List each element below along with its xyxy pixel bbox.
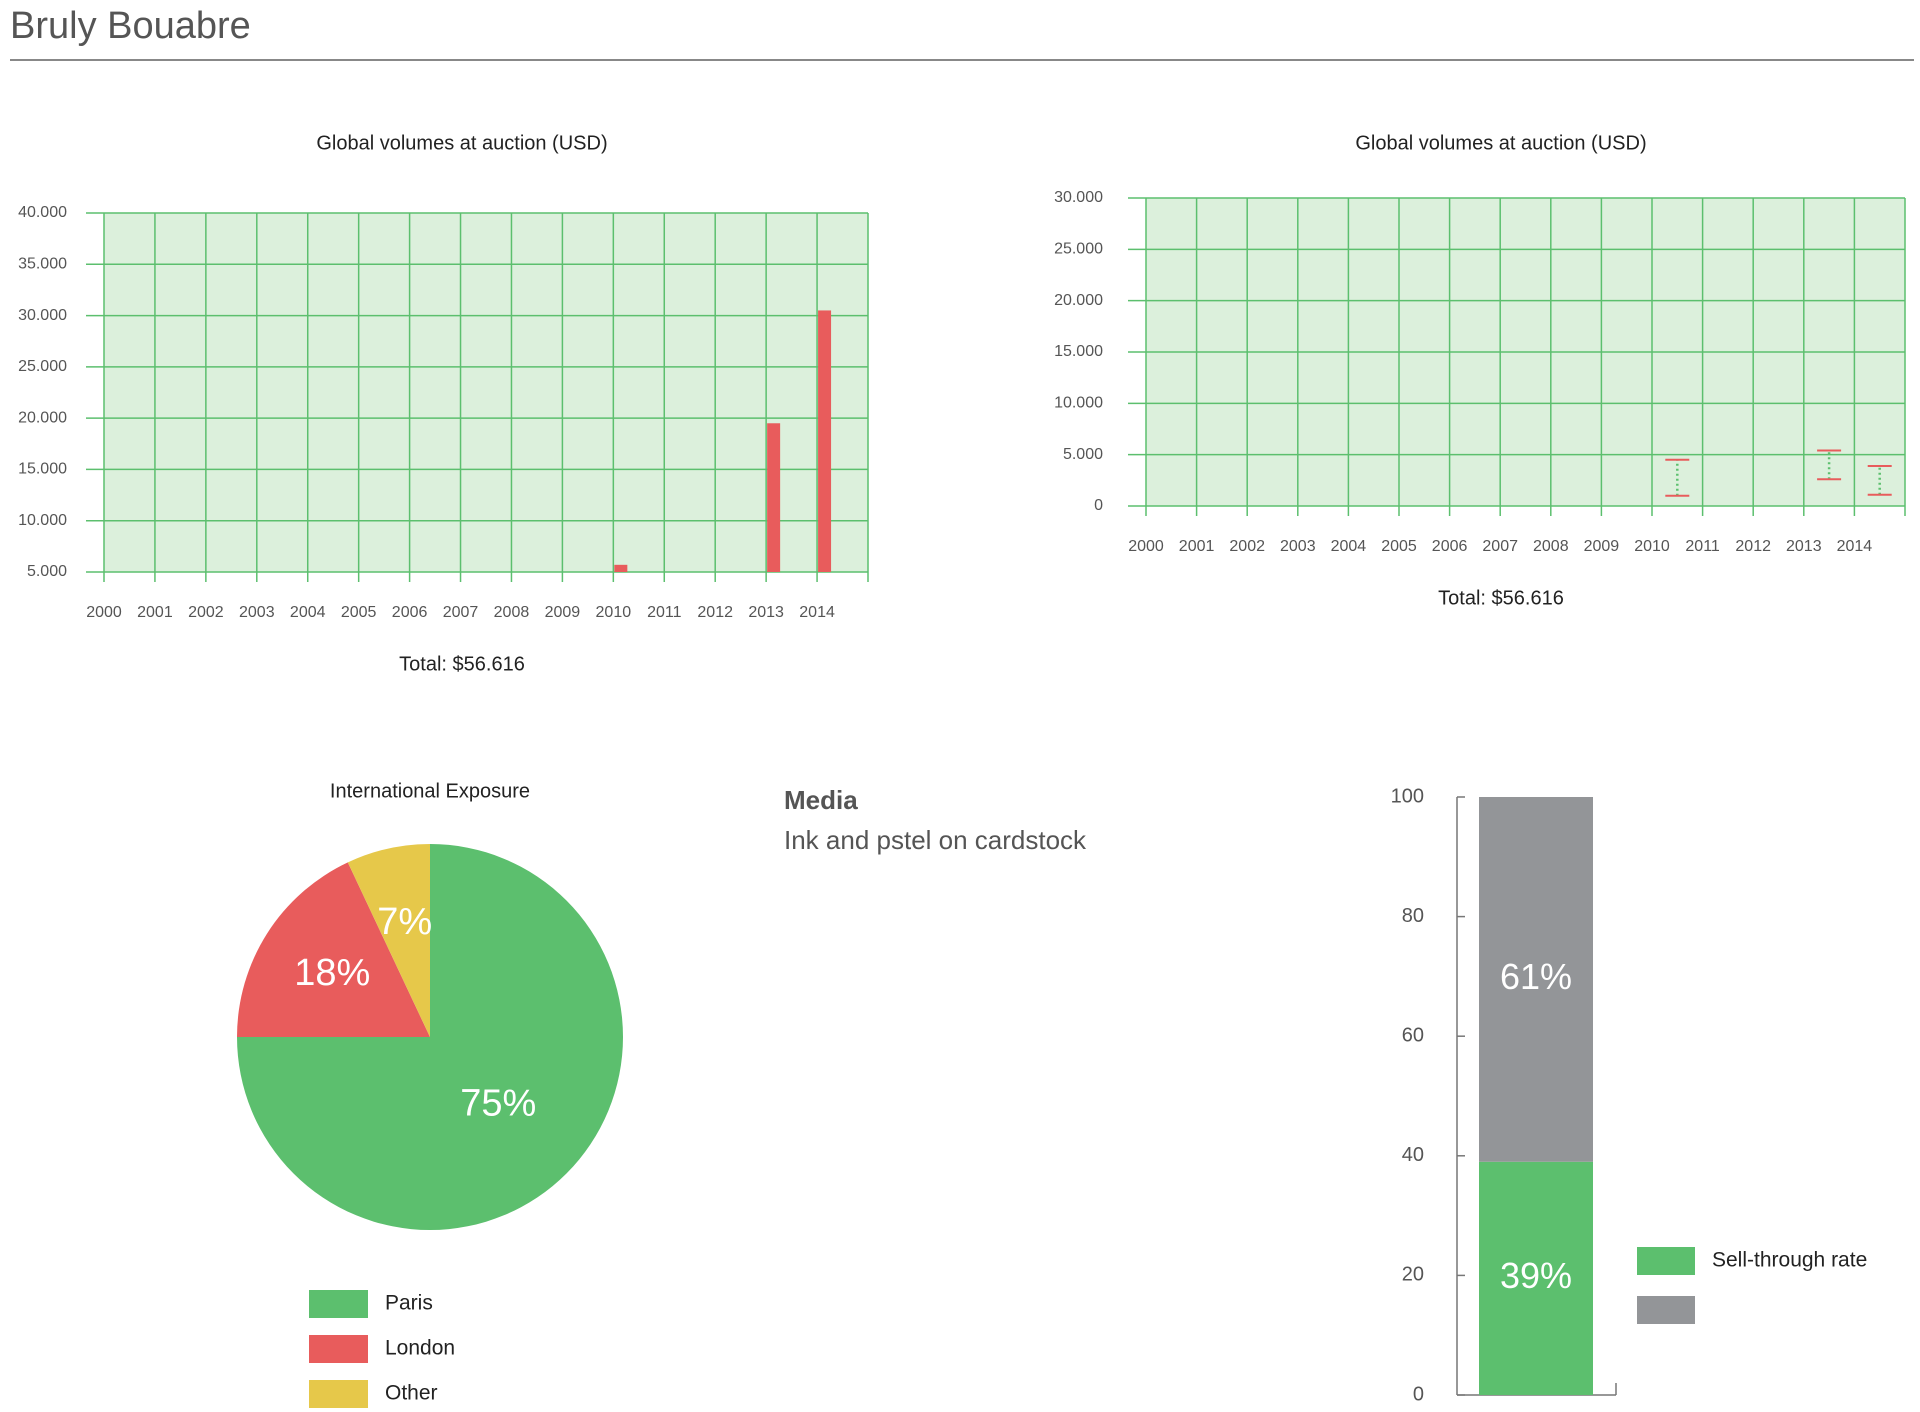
x-tick-label: 2013 bbox=[1786, 538, 1822, 555]
y-tick-label: 20 bbox=[1402, 1264, 1424, 1286]
media-text: Ink and pstel on cardstock bbox=[784, 825, 1087, 855]
page-title: Bruly Bouabre bbox=[10, 5, 251, 47]
x-tick-label: 2011 bbox=[647, 604, 682, 621]
y-tick-label: 40.000 bbox=[18, 204, 67, 221]
pie-label: 75% bbox=[460, 1082, 536, 1124]
y-tick-label: 20.000 bbox=[1054, 292, 1103, 309]
x-tick-label: 2009 bbox=[545, 604, 581, 621]
x-tick-label: 2000 bbox=[86, 604, 122, 621]
x-tick-label: 2004 bbox=[1331, 538, 1367, 555]
y-tick-label: 10.000 bbox=[18, 512, 67, 529]
y-tick-label: 20.000 bbox=[18, 409, 67, 426]
y-tick-label: 5.000 bbox=[1063, 446, 1103, 463]
x-tick-label: 2012 bbox=[1735, 538, 1771, 555]
x-tick-label: 2002 bbox=[188, 604, 224, 621]
x-tick-label: 2009 bbox=[1584, 538, 1620, 555]
chart-total: Total: $56.616 bbox=[399, 653, 525, 675]
legend-swatch bbox=[309, 1335, 368, 1363]
x-tick-label: 2005 bbox=[1381, 538, 1417, 555]
y-tick-label: 40 bbox=[1402, 1144, 1424, 1166]
plot-area bbox=[104, 213, 868, 572]
chart-title: Global volumes at auction (USD) bbox=[1355, 132, 1646, 154]
x-tick-label: 2007 bbox=[1482, 538, 1518, 555]
y-tick-label: 15.000 bbox=[18, 461, 67, 478]
x-tick-label: 2008 bbox=[1533, 538, 1569, 555]
bar-label: 39% bbox=[1500, 1255, 1572, 1296]
x-tick-label: 2011 bbox=[1685, 538, 1720, 555]
y-tick-label: 25.000 bbox=[1054, 241, 1103, 258]
x-tick-label: 2008 bbox=[494, 604, 530, 621]
x-tick-label: 2006 bbox=[1432, 538, 1468, 555]
legend-label: Sell-through rate bbox=[1712, 1249, 1867, 1272]
x-tick-label: 2003 bbox=[1280, 538, 1316, 555]
x-tick-label: 2006 bbox=[392, 604, 428, 621]
x-tick-label: 2013 bbox=[748, 604, 784, 621]
legend-label: Paris bbox=[385, 1292, 433, 1315]
y-tick-label: 0 bbox=[1094, 497, 1103, 514]
x-tick-label: 2010 bbox=[596, 604, 632, 621]
bar-label: 61% bbox=[1500, 956, 1572, 997]
legend-swatch bbox=[1637, 1296, 1695, 1324]
legend-label: Other bbox=[385, 1382, 438, 1405]
x-tick-label: 2014 bbox=[1837, 538, 1873, 555]
bar-segment bbox=[1479, 797, 1593, 1162]
y-tick-label: 60 bbox=[1402, 1024, 1424, 1046]
pie-slice bbox=[347, 844, 430, 1037]
legend-swatch bbox=[1637, 1247, 1695, 1275]
pie-slice bbox=[237, 862, 430, 1037]
pie-label: 7% bbox=[377, 901, 432, 943]
y-tick-label: 25.000 bbox=[18, 358, 67, 375]
x-tick-label: 2002 bbox=[1229, 538, 1265, 555]
x-tick-label: 2001 bbox=[137, 604, 173, 621]
bar bbox=[614, 564, 628, 572]
media-heading: Media bbox=[784, 785, 858, 815]
chart-total: Total: $56.616 bbox=[1438, 587, 1564, 609]
x-tick-label: 2004 bbox=[290, 604, 326, 621]
x-tick-label: 2014 bbox=[799, 604, 835, 621]
bar bbox=[767, 423, 781, 572]
legend-swatch bbox=[309, 1290, 368, 1318]
y-tick-label: 30.000 bbox=[1054, 189, 1103, 206]
x-tick-label: 2007 bbox=[443, 604, 479, 621]
bar bbox=[818, 310, 832, 572]
legend-swatch bbox=[309, 1380, 368, 1408]
y-tick-label: 0 bbox=[1413, 1383, 1424, 1405]
chart-title: Global volumes at auction (USD) bbox=[316, 132, 607, 154]
y-tick-label: 30.000 bbox=[18, 307, 67, 324]
x-tick-label: 2000 bbox=[1128, 538, 1164, 555]
y-tick-label: 35.000 bbox=[18, 256, 67, 273]
pie-label: 18% bbox=[294, 952, 370, 994]
x-tick-label: 2001 bbox=[1179, 538, 1215, 555]
chart-title: International Exposure bbox=[330, 780, 530, 802]
y-tick-label: 10.000 bbox=[1054, 395, 1103, 412]
x-tick-label: 2012 bbox=[697, 604, 733, 621]
x-tick-label: 2010 bbox=[1634, 538, 1670, 555]
legend-label: London bbox=[385, 1337, 455, 1360]
y-tick-label: 5.000 bbox=[27, 563, 67, 580]
y-tick-label: 80 bbox=[1402, 905, 1424, 927]
x-tick-label: 2005 bbox=[341, 604, 377, 621]
bar-segment bbox=[1479, 1161, 1593, 1395]
x-tick-label: 2003 bbox=[239, 604, 275, 621]
y-tick-label: 15.000 bbox=[1054, 343, 1103, 360]
y-tick-label: 100 bbox=[1391, 785, 1424, 807]
